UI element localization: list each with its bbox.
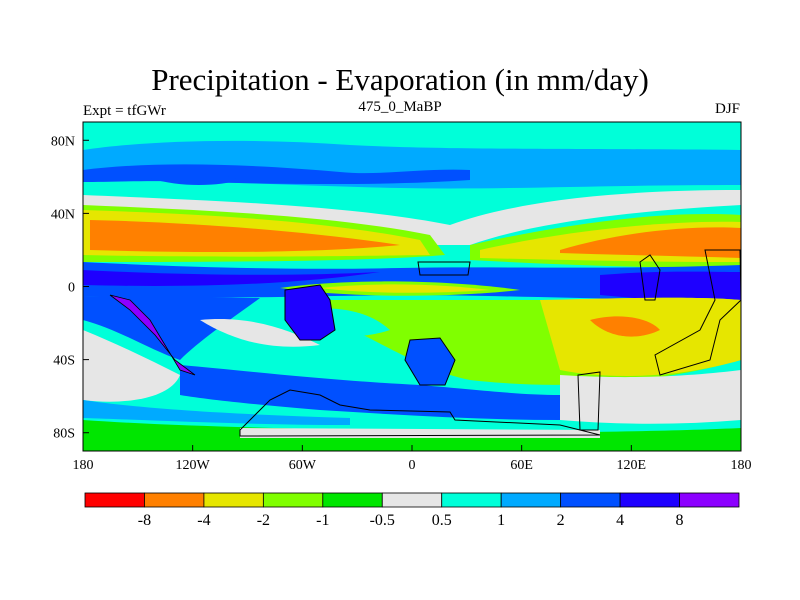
x-tick-label: 0 xyxy=(409,458,416,473)
period-label: 475_0_MaBP xyxy=(358,99,442,115)
colorbar-label: 8 xyxy=(676,512,684,529)
colorbar-label: 1 xyxy=(497,512,505,529)
y-tick-label: 0 xyxy=(68,281,75,296)
x-tick-label: 180 xyxy=(731,458,752,473)
colorbar-label: 4 xyxy=(616,512,624,529)
colorbar-swatch xyxy=(144,492,205,508)
x-tick-label: 120E xyxy=(617,458,647,473)
x-tick-label: 120W xyxy=(176,458,211,473)
y-axis: 80N 40N 0 40S 80S xyxy=(51,134,89,442)
map-field xyxy=(83,122,741,451)
colorbar-swatch xyxy=(560,492,621,508)
colorbar-swatch xyxy=(381,492,443,508)
y-tick-label: 40N xyxy=(51,207,75,222)
y-tick-label: 80N xyxy=(51,134,75,149)
season-label: DJF xyxy=(714,101,740,117)
colorbar-swatch xyxy=(84,492,145,508)
colorbar-swatch xyxy=(441,492,502,508)
y-tick-label: 80S xyxy=(53,427,75,442)
x-axis: 180 120W 60W 0 60E 120E 180 xyxy=(73,445,752,473)
x-tick-label: 60W xyxy=(289,458,317,473)
experiment-label: Expt = tfGWr xyxy=(83,103,166,119)
colorbar-label: 2 xyxy=(557,512,565,529)
colorbar-swatch xyxy=(203,492,264,508)
colorbar-label: -8 xyxy=(138,512,151,529)
colorbar-swatch xyxy=(322,492,383,508)
x-tick-label: 180 xyxy=(73,458,94,473)
colorbar-swatch xyxy=(619,492,680,508)
figure-title: Precipitation - Evaporation (in mm/day) xyxy=(151,62,649,97)
colorbar-label: -2 xyxy=(257,512,270,529)
y-tick-label: 40S xyxy=(53,354,75,369)
colorbar-label: 0.5 xyxy=(432,512,452,529)
colorbar-swatch xyxy=(679,492,740,508)
colorbar-label: -0.5 xyxy=(370,512,395,529)
colorbar-swatch xyxy=(500,492,562,508)
colorbar-label: -4 xyxy=(197,512,210,529)
colorbar: -8 -4 -2 -1 -0.5 0.5 1 2 4 8 xyxy=(84,492,740,529)
colorbar-swatch xyxy=(262,492,324,508)
colorbar-label: -1 xyxy=(316,512,329,529)
x-tick-label: 60E xyxy=(510,458,533,473)
